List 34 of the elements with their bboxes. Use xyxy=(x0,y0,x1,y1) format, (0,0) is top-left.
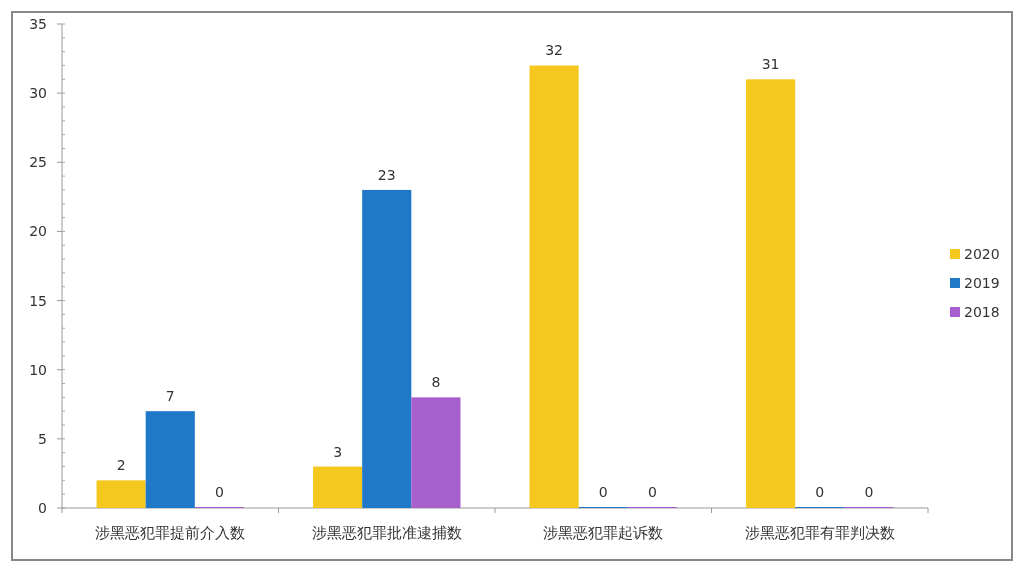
bar xyxy=(746,79,796,508)
data-label: 0 xyxy=(647,484,657,500)
data-label: 0 xyxy=(815,484,825,500)
legend-label: 2019 xyxy=(964,275,1000,291)
y-tick-label: 15 xyxy=(29,292,47,309)
data-label: 31 xyxy=(761,56,780,73)
bar xyxy=(362,189,412,508)
y-tick-label: 35 xyxy=(29,16,47,32)
x-tick-label: 涉黑恶犯罪批准逮捕数 xyxy=(311,524,462,542)
data-label: 23 xyxy=(377,166,396,183)
x-tick-label: 涉黑恶犯罪提前介入数 xyxy=(95,524,246,542)
y-tick-label: 0 xyxy=(38,500,47,516)
bar xyxy=(145,411,195,508)
x-tick-label: 涉黑恶犯罪起诉数 xyxy=(543,524,664,542)
data-label: 32 xyxy=(545,42,564,59)
bar xyxy=(96,480,146,508)
data-label: 0 xyxy=(214,484,224,500)
legend-label: 2018 xyxy=(964,304,1000,320)
legend-label: 2020 xyxy=(964,246,1000,262)
data-label: 7 xyxy=(165,388,175,405)
y-tick-label: 25 xyxy=(29,154,47,171)
bar xyxy=(411,397,461,508)
y-tick-label: 5 xyxy=(38,430,47,447)
data-label: 8 xyxy=(431,374,441,391)
x-tick-label: 涉黑恶犯罪有罪判决数 xyxy=(744,524,895,542)
data-label: 0 xyxy=(864,484,874,500)
bar xyxy=(529,65,579,508)
data-label: 2 xyxy=(116,457,126,474)
data-label: 0 xyxy=(598,484,608,500)
y-tick-label: 30 xyxy=(29,85,47,102)
data-label: 3 xyxy=(333,443,343,460)
y-tick-label: 10 xyxy=(29,361,47,378)
y-tick-label: 20 xyxy=(29,223,47,240)
bar xyxy=(313,466,363,508)
